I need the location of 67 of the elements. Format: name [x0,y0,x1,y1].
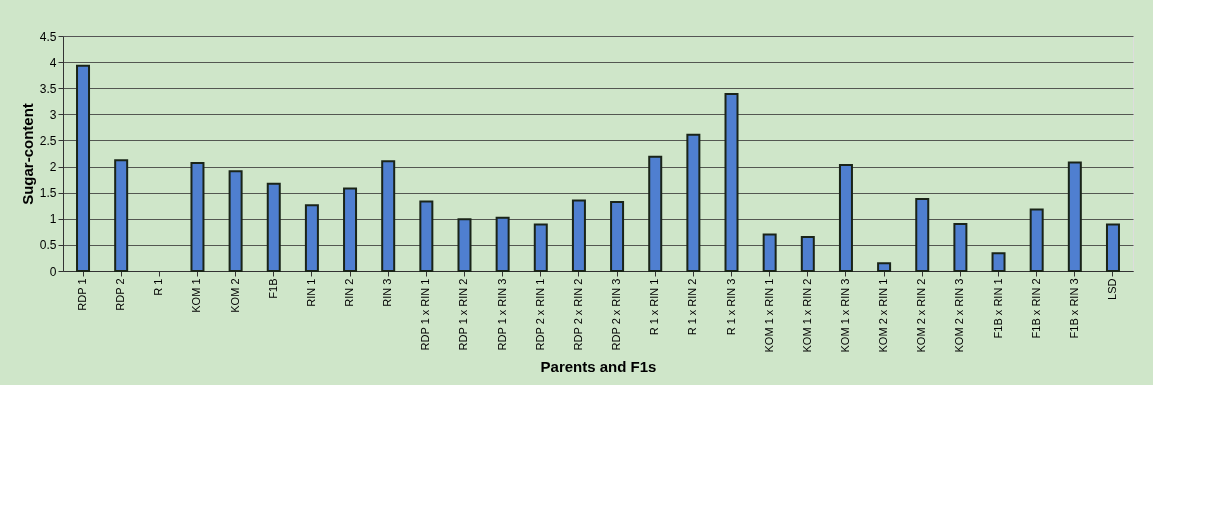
x-tick-label: R 1 x RIN 1 [648,278,661,336]
bar [686,133,701,272]
bar [762,233,777,272]
y-tick-label: 0.5 [39,238,57,253]
x-tick-label: KOM 2 [228,278,241,313]
x-tick-label: KOM 1 x RIN 2 [800,278,813,353]
x-tick-label: LSD [1105,278,1118,300]
bar [838,163,853,272]
bar [1105,223,1120,272]
y-tick-label: 0 [49,264,57,279]
bar [495,216,510,272]
bar [610,201,625,272]
bar [877,262,892,272]
y-tick-label: 3 [49,107,57,122]
bar [800,236,815,272]
x-tick-label: R 1 [152,278,165,296]
x-tick-label: R 1 x RIN 2 [686,278,699,336]
bar [953,223,968,272]
x-tick-label: RDP 2 x RIN 3 [610,278,623,351]
y-tick-label: 4.5 [39,29,57,44]
bar [114,159,129,272]
x-tick-label: RDP 2 x RIN 2 [571,278,584,351]
x-tick-label: KOM 1 x RIN 1 [762,278,775,353]
bar [343,187,358,272]
bar [1029,208,1044,272]
bar [228,170,243,272]
x-tick-label: RDP 2 [114,278,127,311]
bar [457,218,472,272]
x-tick-label: RDP 1 x RIN 2 [457,278,470,351]
bar [915,197,930,272]
x-tick-label: RDP 1 x RIN 1 [419,278,432,351]
bar [381,160,396,272]
y-tick-label: 1 [49,212,57,227]
y-tick-label: 4 [49,55,57,70]
x-tick-label: KOM 2 x RIN 2 [915,278,928,353]
bar [266,182,281,272]
y-axis-title: Sugar-content [18,103,36,205]
x-tick-label: RDP 1 [76,278,89,311]
x-tick-label: KOM 1 [190,278,203,313]
x-tick-label: KOM 2 x RIN 1 [877,278,890,353]
x-tick-label: F1B x RIN 1 [991,278,1004,339]
bar [571,199,586,272]
x-tick-label: R 1 x RIN 3 [724,278,737,336]
x-tick-label: RIN 1 [304,278,317,307]
x-tick-label: F1B x RIN 3 [1067,278,1080,339]
bar [1067,161,1082,272]
bar [304,204,319,272]
y-tick-label: 2 [49,160,57,175]
bar [648,155,663,272]
bar [533,223,548,272]
x-tick-label: RDP 2 x RIN 1 [533,278,546,351]
x-tick-label: F1B [266,278,279,299]
y-tick-label: 1.5 [39,186,57,201]
y-tick-label: 3.5 [39,81,57,96]
bar [724,92,739,272]
bar [76,64,91,272]
x-tick-label: KOM 2 x RIN 3 [953,278,966,353]
bar [190,161,205,272]
x-axis-title: Parents and F1s [540,358,657,376]
x-tick-label: RIN 2 [343,278,356,307]
y-tick-label: 2.5 [39,133,57,148]
bar [991,252,1006,272]
x-tick-label: KOM 1 x RIN 3 [838,278,851,353]
x-tick-label: RDP 1 x RIN 3 [495,278,508,351]
x-tick-label: F1B x RIN 2 [1029,278,1042,339]
x-tick-label: RIN 3 [381,278,394,307]
bar [419,200,434,272]
